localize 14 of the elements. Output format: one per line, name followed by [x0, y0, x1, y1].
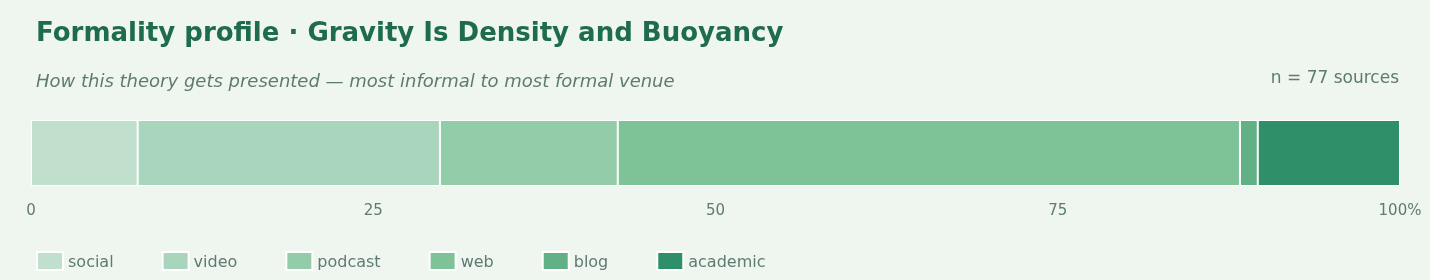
- chart-subtitle: How this theory gets presented — most informal to most formal venue: [36, 69, 675, 91]
- legend-label: video: [193, 251, 238, 271]
- x-tick-label: 75: [1048, 200, 1068, 219]
- text: n = 77 sources: [1270, 66, 1400, 87]
- legend-label: social: [68, 251, 114, 271]
- legend-label: podcast: [317, 251, 381, 271]
- legend-label: blog: [573, 251, 609, 271]
- x-tick-label: 100%: [1378, 200, 1422, 219]
- x-tick-label: 25: [363, 200, 383, 219]
- legend-label: web: [460, 251, 494, 271]
- legend-label: academic: [688, 251, 766, 271]
- chart-title: Formality profile · Gravity Is Density and Buoyancy: [36, 17, 784, 47]
- x-tick-label: 50: [705, 200, 726, 219]
- x-tick-label: 0: [26, 200, 36, 219]
